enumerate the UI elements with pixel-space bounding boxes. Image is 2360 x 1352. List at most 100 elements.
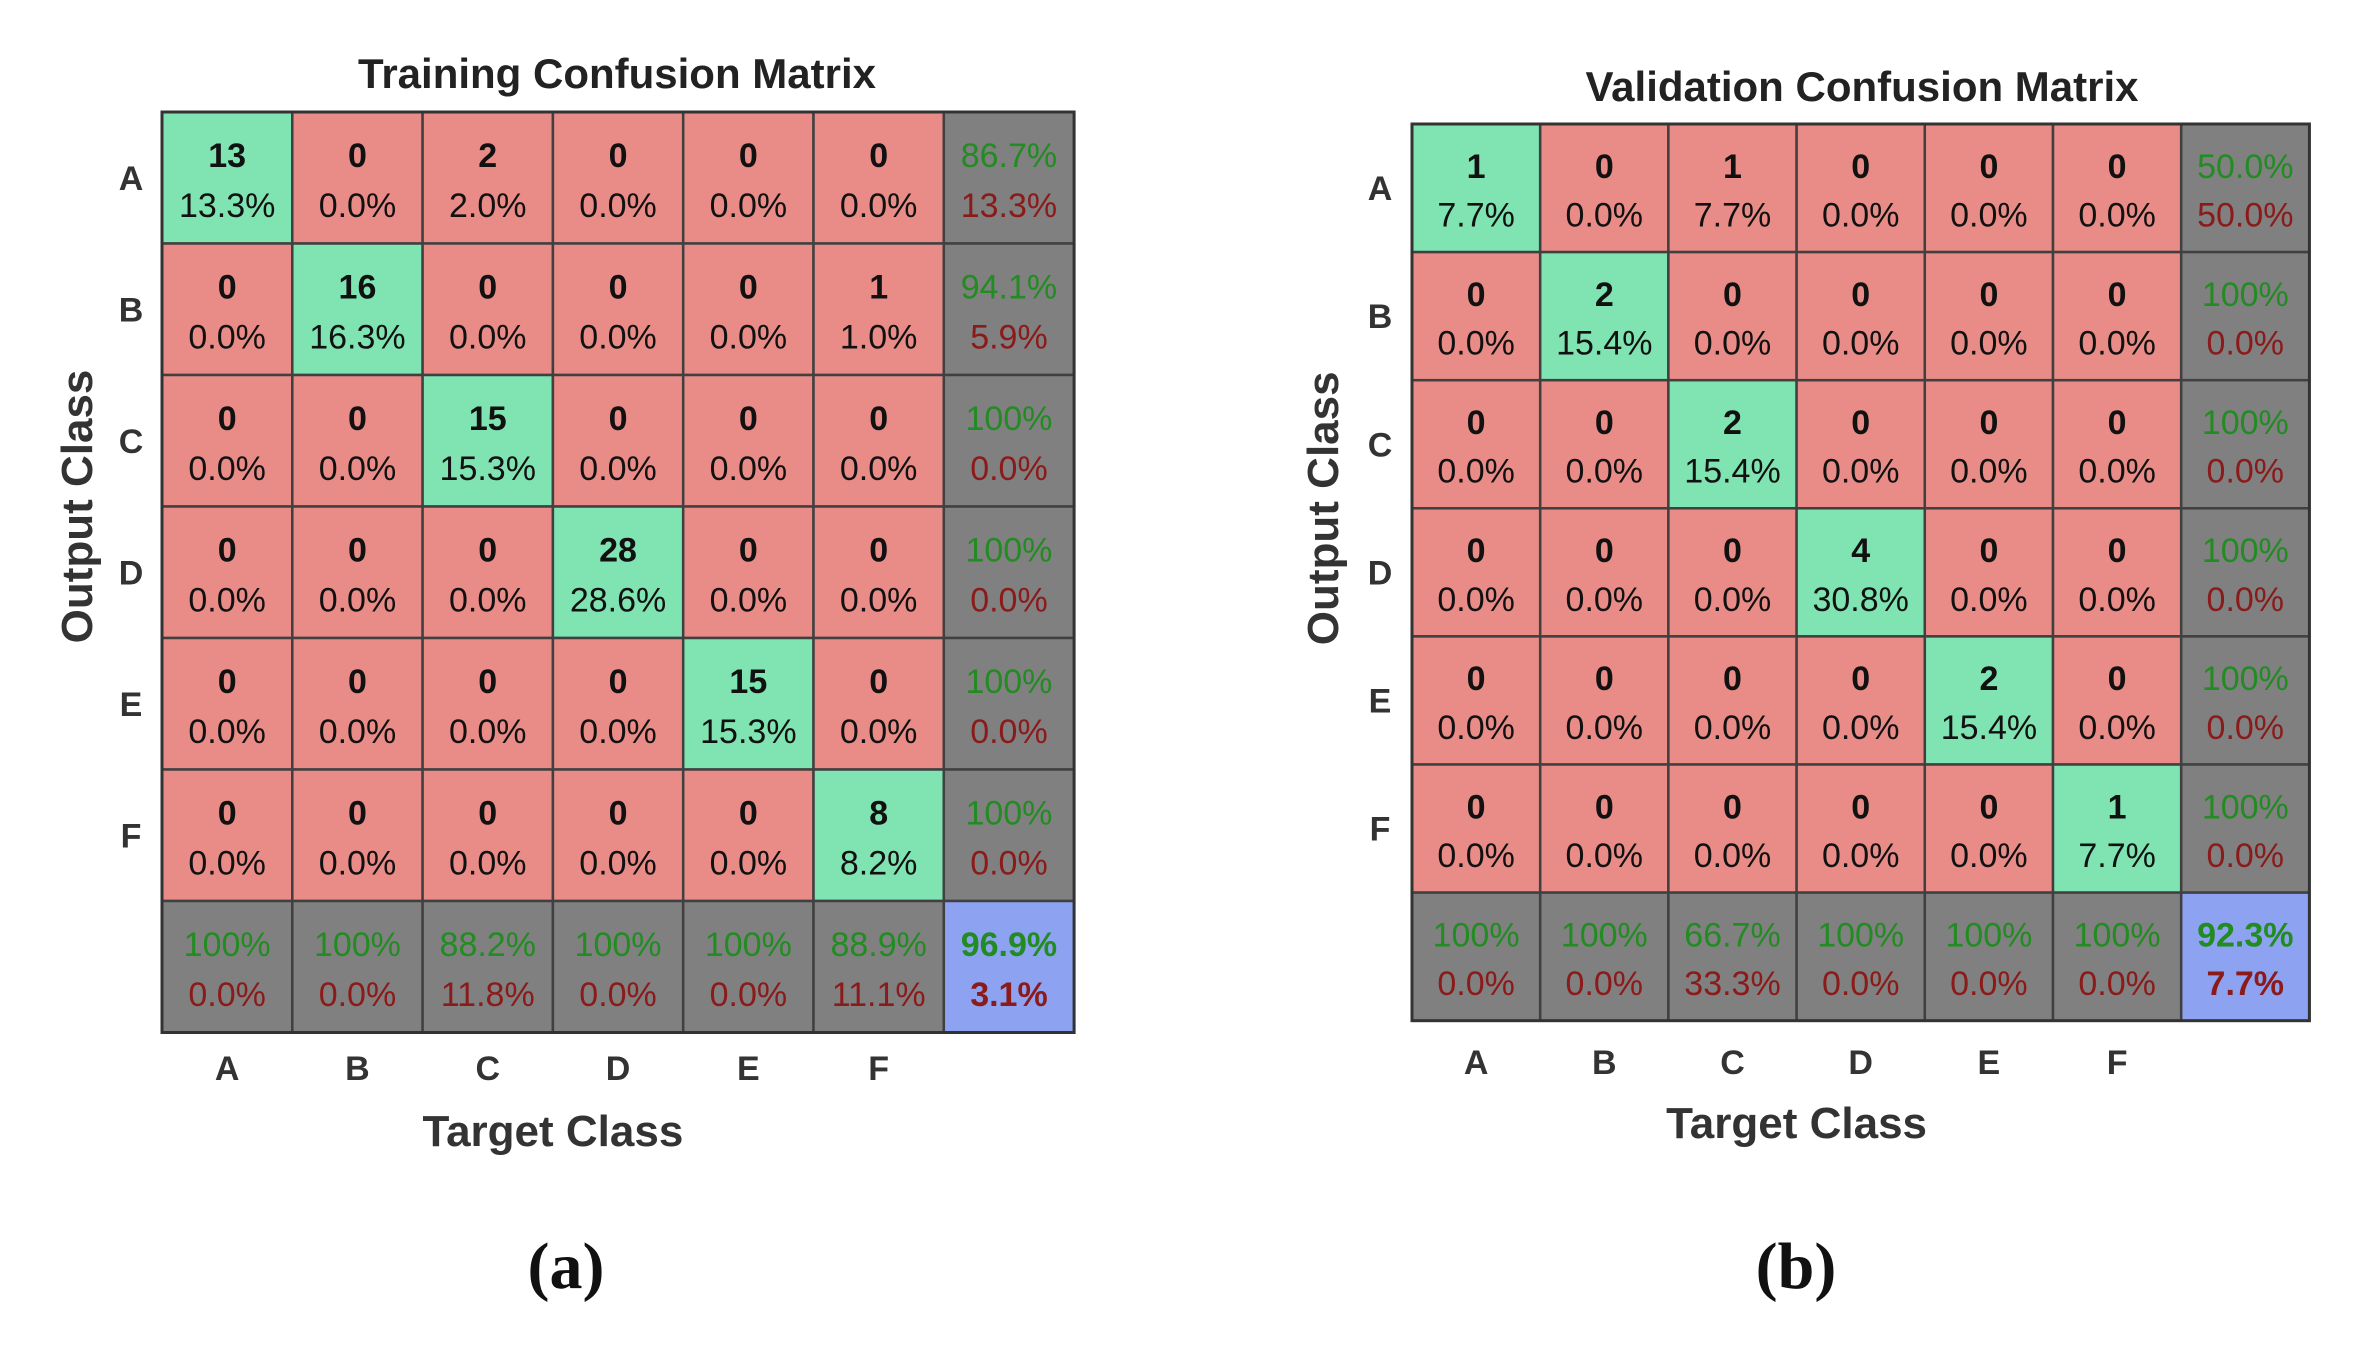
matrix-cell-c-b-bottom: 0.0% bbox=[1566, 453, 1644, 491]
matrix-cell-d-d-top: 28 bbox=[599, 532, 637, 570]
matrix-cell-a-a-bg bbox=[160, 110, 294, 245]
matrix-border bbox=[160, 110, 1076, 1034]
matrix-cell-e-b-bottom: 0.0% bbox=[1566, 709, 1644, 747]
matrix-cell-c-d-bottom: 0.0% bbox=[1822, 453, 1900, 491]
matrix-cell-a-d-top: 0 bbox=[1851, 148, 1870, 186]
matrix-cell-f-d-bottom: 0.0% bbox=[579, 845, 657, 883]
matrix-cell-b-e-bottom: 0.0% bbox=[1950, 325, 2028, 363]
matrix-cell-f-f-bottom: 7.7% bbox=[2078, 837, 2156, 875]
matrix-cell-d-b-top: 0 bbox=[348, 532, 367, 570]
matrix-cell-f-e-top: 0 bbox=[739, 795, 758, 833]
matrix-cell-b-c-bottom: 0.0% bbox=[1694, 325, 1772, 363]
matrix-cell-a-e-bottom: 0.0% bbox=[1950, 196, 2028, 234]
matrix-cell-c-e-top: 0 bbox=[1979, 404, 1998, 442]
matrix-cell-e-d-bg bbox=[1795, 635, 1927, 766]
row-summary-b-bottom: 5.9% bbox=[970, 319, 1048, 357]
matrix-cell-e-f-top: 0 bbox=[2108, 660, 2127, 698]
subfigure-caption: (a) bbox=[528, 1230, 605, 1303]
matrix-cell-f-c-bg bbox=[1667, 763, 1798, 894]
matrix-cell-b-b-bg bbox=[1538, 250, 1670, 382]
x-tick-label-a: A bbox=[1464, 1044, 1489, 1082]
matrix-cell-b-d-top: 0 bbox=[609, 269, 628, 307]
y-tick-label-e: E bbox=[1369, 682, 1392, 720]
column-summary-a-top: 100% bbox=[1433, 916, 1520, 954]
matrix-cell-e-c-top: 0 bbox=[478, 663, 497, 701]
matrix-cell-a-c-bottom: 7.7% bbox=[1694, 196, 1772, 234]
matrix-cell-c-b-top: 0 bbox=[348, 400, 367, 438]
column-summary-c-bg bbox=[421, 899, 555, 1034]
matrix-cell-e-f-bottom: 0.0% bbox=[2078, 709, 2156, 747]
matrix-cell-f-b-bottom: 0.0% bbox=[319, 845, 397, 883]
y-tick-label-c: C bbox=[1368, 426, 1393, 464]
matrix-cell-f-d-top: 0 bbox=[609, 795, 628, 833]
matrix-cell-d-f-bottom: 0.0% bbox=[2078, 581, 2156, 619]
matrix-cell-b-f-top: 1 bbox=[869, 269, 888, 307]
matrix-cell-d-e-bottom: 0.0% bbox=[1950, 581, 2028, 619]
matrix-cell-f-f-top: 1 bbox=[2108, 788, 2127, 826]
row-summary-e-top: 100% bbox=[2202, 660, 2289, 698]
matrix-cell-e-d-bottom: 0.0% bbox=[579, 713, 657, 751]
matrix-cell-b-c-top: 0 bbox=[478, 269, 497, 307]
column-summary-a-bottom: 0.0% bbox=[188, 976, 266, 1014]
row-summary-a-top: 50.0% bbox=[2197, 148, 2293, 186]
matrix-cell-c-b-bg bbox=[1538, 378, 1670, 510]
overall-accuracy-bottom: 7.7% bbox=[2207, 965, 2285, 1003]
column-summary-f-top: 88.9% bbox=[830, 926, 926, 964]
column-summary-f-bg bbox=[812, 899, 946, 1034]
matrix-cell-d-a-top: 0 bbox=[1467, 532, 1486, 570]
matrix-cell-b-c-bottom: 0.0% bbox=[449, 319, 527, 357]
matrix-cell-f-f-top: 8 bbox=[869, 795, 888, 833]
row-summary-e-bottom: 0.0% bbox=[2207, 709, 2285, 747]
matrix-cell-d-d-bg bbox=[551, 505, 685, 640]
matrix-cell-e-f-top: 0 bbox=[869, 663, 888, 701]
matrix-cell-a-f-bottom: 0.0% bbox=[2078, 196, 2156, 234]
x-tick-label-c: C bbox=[1720, 1044, 1745, 1082]
matrix-cell-b-f-top: 0 bbox=[2108, 276, 2127, 314]
matrix-cell-b-e-bg bbox=[681, 242, 815, 377]
column-summary-f-bottom: 0.0% bbox=[2078, 965, 2156, 1003]
column-summary-b-top: 100% bbox=[1561, 916, 1648, 954]
matrix-cell-d-f-top: 0 bbox=[869, 532, 888, 570]
column-summary-e-bottom: 0.0% bbox=[1950, 965, 2028, 1003]
matrix-cell-b-e-bottom: 0.0% bbox=[710, 319, 788, 357]
y-axis-label: Output Class bbox=[1299, 371, 1348, 645]
row-summary-d-bottom: 0.0% bbox=[2207, 581, 2285, 619]
matrix-cell-b-e-top: 0 bbox=[739, 269, 758, 307]
matrix-cell-c-c-bg bbox=[1667, 378, 1798, 510]
matrix-cell-f-a-bottom: 0.0% bbox=[1437, 837, 1515, 875]
matrix-cell-e-a-bottom: 0.0% bbox=[188, 713, 266, 751]
matrix-cell-c-e-bg bbox=[681, 373, 815, 508]
matrix-cell-c-d-top: 0 bbox=[609, 400, 628, 438]
matrix-cell-a-c-top: 2 bbox=[478, 137, 497, 175]
row-summary-e-top: 100% bbox=[965, 663, 1052, 701]
matrix-cell-f-a-bottom: 0.0% bbox=[188, 845, 266, 883]
matrix-cell-a-e-bg bbox=[1923, 122, 2055, 254]
matrix-cell-d-c-bottom: 0.0% bbox=[1694, 581, 1772, 619]
matrix-cell-a-a-bottom: 13.3% bbox=[179, 187, 275, 225]
matrix-cell-e-c-bottom: 0.0% bbox=[449, 713, 527, 751]
matrix-cell-d-e-bottom: 0.0% bbox=[710, 582, 788, 620]
matrix-cell-d-a-bottom: 0.0% bbox=[1437, 581, 1515, 619]
matrix-cell-e-e-bottom: 15.3% bbox=[700, 713, 796, 751]
matrix-cell-d-a-top: 0 bbox=[218, 532, 237, 570]
column-summary-d-bottom: 0.0% bbox=[579, 976, 657, 1014]
matrix-cell-f-c-bottom: 0.0% bbox=[1694, 837, 1772, 875]
matrix-cell-f-c-top: 0 bbox=[1723, 788, 1742, 826]
row-summary-a-bg bbox=[2179, 122, 2311, 254]
matrix-cell-c-f-top: 0 bbox=[2108, 404, 2127, 442]
column-summary-f-bg bbox=[2051, 891, 2183, 1022]
overall-accuracy-bottom: 3.1% bbox=[970, 976, 1048, 1014]
y-tick-label-c: C bbox=[119, 423, 144, 461]
matrix-cell-d-d-bottom: 30.8% bbox=[1812, 581, 1908, 619]
row-summary-f-bg bbox=[942, 768, 1076, 903]
matrix-cell-a-b-bg bbox=[1538, 122, 1670, 254]
column-summary-d-bottom: 0.0% bbox=[1822, 965, 1900, 1003]
matrix-cell-a-a-bottom: 7.7% bbox=[1437, 196, 1515, 234]
x-tick-label-c: C bbox=[475, 1050, 500, 1088]
y-axis-label: Output Class bbox=[53, 370, 102, 644]
matrix-cell-a-e-top: 0 bbox=[1979, 148, 1998, 186]
matrix-cell-c-e-top: 0 bbox=[739, 400, 758, 438]
x-tick-label-a: A bbox=[215, 1050, 240, 1088]
matrix-cell-b-b-bottom: 15.4% bbox=[1556, 325, 1652, 363]
matrix-cell-e-f-bg bbox=[2051, 635, 2183, 766]
